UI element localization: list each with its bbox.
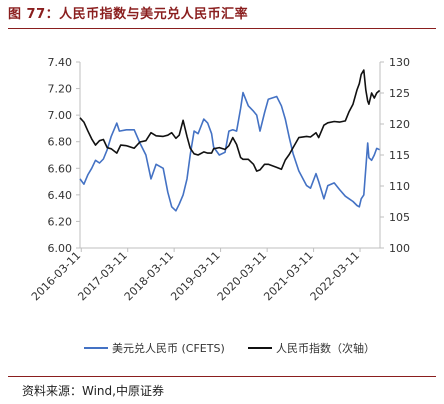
right-tick-label: 115 xyxy=(389,149,410,162)
title-divider xyxy=(8,28,436,29)
chart-title: 图 77：人民币指数与美元兑人民币汇率 xyxy=(8,7,249,22)
left-tick-label: 6.20 xyxy=(48,215,73,228)
left-tick-label: 7.00 xyxy=(48,109,73,122)
right-tick-label: 120 xyxy=(389,118,410,131)
left-tick-label: 7.20 xyxy=(48,83,73,96)
series-lines xyxy=(79,69,381,212)
right-tick-label: 105 xyxy=(389,211,410,224)
source-divider xyxy=(8,376,436,377)
right-tick-label: 130 xyxy=(389,56,410,69)
chart-area: 6.00 6.20 6.40 6.60 6.80 7.00 7.20 7.40 100 105 11… xyxy=(0,30,444,370)
left-tick-label: 6.80 xyxy=(48,136,73,149)
cny-index-series-line xyxy=(79,69,381,172)
line-chart: 6.00 6.20 6.40 6.60 6.80 7.00 7.20 7.40 100 105 11… xyxy=(29,56,410,355)
source-note: 资料来源：Wind,中原证券 xyxy=(22,384,164,398)
legend-item-usdcny-label: 美元兑人民币 (CFETS) xyxy=(112,341,225,355)
title-bar: 图 77：人民币指数与美元兑人民币汇率 xyxy=(8,4,436,26)
right-tick-label: 125 xyxy=(389,87,410,100)
legend: 美元兑人民币 (CFETS) 人民币指数（次轴） xyxy=(84,341,375,355)
left-tick-label: 6.60 xyxy=(48,162,73,175)
left-tick-label: 6.00 xyxy=(48,242,73,255)
right-tick-label: 100 xyxy=(389,242,410,255)
left-tick-label: 7.40 xyxy=(48,56,73,69)
x-tick-label: 2022-03-11 xyxy=(308,249,362,303)
usdcny-series-line xyxy=(79,91,380,212)
legend-item-cny-index-label: 人民币指数（次轴） xyxy=(276,341,375,355)
left-tick-label: 6.40 xyxy=(48,189,73,202)
right-tick-label: 110 xyxy=(389,180,410,193)
